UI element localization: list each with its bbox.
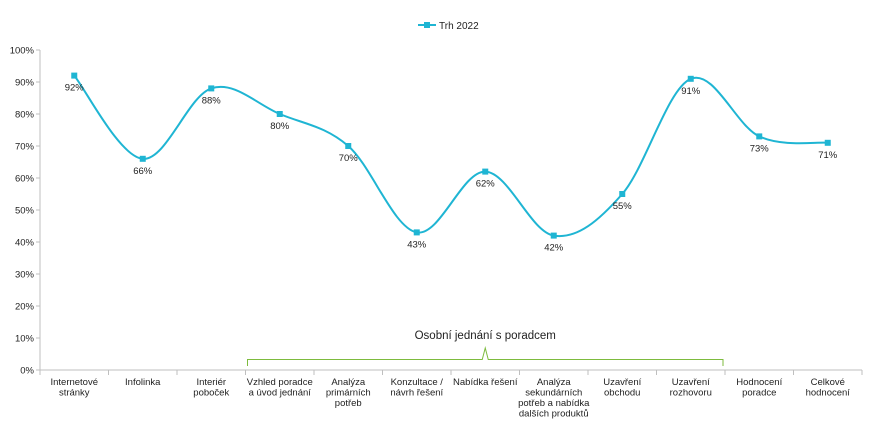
data-point — [756, 133, 763, 140]
x-tick-label: Vzhled poradce a úvod jednání — [247, 377, 313, 399]
data-label: 70% — [339, 153, 359, 164]
legend-label: Trh 2022 — [439, 21, 479, 32]
data-label: 42% — [544, 243, 564, 254]
y-tick-label: 60% — [15, 174, 35, 185]
data-label: 55% — [613, 201, 633, 212]
y-tick-label: 100% — [10, 46, 35, 57]
legend-marker — [424, 22, 430, 28]
bracket-line — [247, 346, 724, 366]
y-tick-label: 50% — [15, 206, 35, 217]
x-tick-label: Infolinka — [125, 377, 161, 388]
y-tick-label: 10% — [15, 334, 35, 345]
x-tick-label: Analýza primárních potřeb — [326, 377, 371, 409]
x-tick-label: Uzavření rozhovoru — [670, 377, 712, 399]
y-tick-label: 90% — [15, 78, 35, 89]
data-label: 80% — [270, 121, 290, 132]
y-tick-label: 30% — [15, 270, 35, 281]
data-point — [824, 139, 831, 146]
data-label: 92% — [65, 83, 85, 94]
y-tick-label: 40% — [15, 238, 35, 249]
x-tick-label: Uzavření obchodu — [603, 377, 641, 399]
x-tick-label: Internetové stránky — [50, 377, 98, 399]
series-trh-2022: 92% 66% 88% 80% 70% 43% 62% 42% 55% 91% 73% 71% — [65, 72, 838, 254]
data-label: 43% — [407, 239, 427, 250]
data-point — [482, 168, 489, 175]
x-tick-label: Nabídka řešení — [453, 377, 518, 388]
x-tick-label: Interiér poboček — [193, 377, 229, 399]
y-tick-label: 70% — [15, 142, 35, 153]
data-label: 88% — [202, 95, 222, 106]
x-tick-label: Hodnocení poradce — [736, 377, 782, 399]
series-line — [73, 74, 828, 238]
chart-legend: Trh 2022 — [418, 21, 479, 32]
data-point — [550, 232, 557, 239]
data-label: 73% — [750, 143, 770, 154]
data-point — [413, 229, 420, 236]
data-point — [345, 143, 352, 149]
bracket-label: Osobní jednání s poradcem — [415, 330, 556, 342]
y-axis: 0% 10% 20% 30% 40% 50% 60% 70% 80% 90% 100% — [10, 46, 41, 377]
data-point — [71, 72, 78, 79]
x-tick-label: Konzultace / návrh řešení — [390, 377, 443, 399]
data-label: 91% — [681, 86, 701, 97]
y-tick-label: 20% — [15, 302, 35, 313]
data-point — [687, 75, 694, 82]
x-tick-label: Celkové hodnocení — [806, 377, 851, 399]
data-point — [139, 155, 146, 162]
data-label: 66% — [133, 166, 153, 177]
x-axis: Internetové stránky Infolinka Interiér poboč… — [39, 369, 863, 420]
data-point — [208, 85, 215, 92]
y-tick-label: 0% — [20, 366, 34, 377]
data-label: 71% — [818, 150, 838, 161]
data-point — [619, 191, 626, 197]
phase-bracket: Osobní jednání s poradcem — [247, 330, 724, 366]
x-tick-label: Analýza sekundárních potřeb a nabídka další… — [518, 377, 590, 420]
y-tick-label: 80% — [15, 110, 35, 121]
data-point — [276, 111, 283, 117]
data-label: 62% — [476, 179, 496, 190]
